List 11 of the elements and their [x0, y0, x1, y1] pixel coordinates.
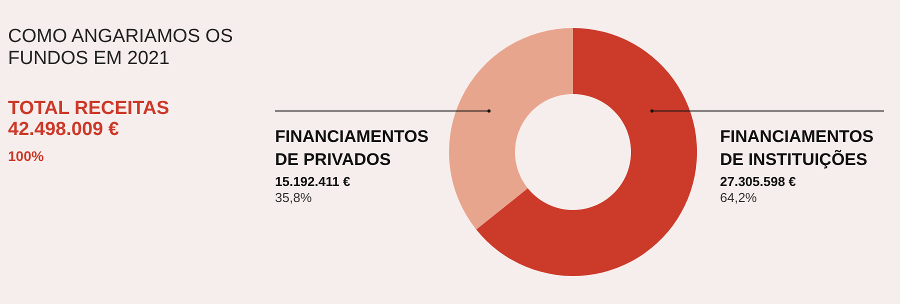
- slice-label: FINANCIAMENTOS DE PRIVADOS: [275, 127, 429, 169]
- text: 100%: [8, 148, 44, 164]
- text: COMO ANGARIAMOS OS FUNDOS EM 2021: [8, 26, 233, 69]
- data-label: 27.305.598 €: [720, 174, 796, 189]
- text: 64,2%: [720, 190, 758, 205]
- text: TOTAL RECEITAS 42.498.009 €: [8, 98, 170, 140]
- data-label: 15.192.411 €: [275, 174, 350, 189]
- slice-label: FINANCIAMENTOS DE INSTITUIÇÕES: [720, 127, 874, 169]
- donut-slice: [449, 28, 573, 230]
- donut-slice: [476, 28, 697, 276]
- text: 35,8%: [275, 190, 312, 205]
